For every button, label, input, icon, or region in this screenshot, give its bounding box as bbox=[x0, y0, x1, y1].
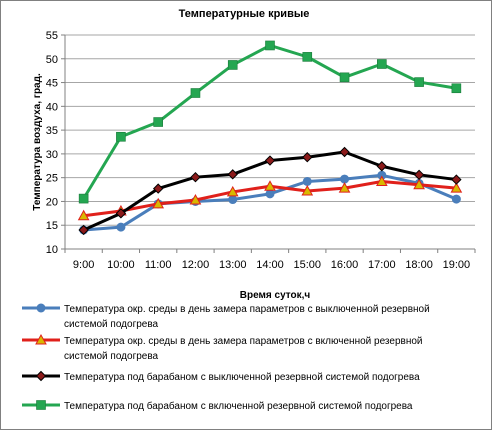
x-tick-label: 18:00 bbox=[405, 259, 433, 271]
data-point bbox=[338, 182, 351, 193]
y-tick-label: 55 bbox=[46, 30, 58, 42]
data-point bbox=[413, 169, 425, 181]
data-point bbox=[451, 194, 461, 204]
data-point bbox=[451, 83, 462, 94]
x-tick-label: 12:00 bbox=[182, 259, 210, 271]
y-axis-label: Температура воздуха, град. bbox=[32, 73, 43, 211]
legend-label: Температура под барабаном с включенной р… bbox=[64, 400, 413, 412]
series-3 bbox=[78, 146, 462, 236]
data-point bbox=[339, 146, 350, 158]
data-point bbox=[302, 176, 312, 186]
data-point bbox=[450, 182, 463, 193]
y-tick-label: 25 bbox=[46, 173, 58, 185]
y-tick-label: 50 bbox=[46, 54, 58, 66]
data-point bbox=[77, 209, 90, 221]
data-point bbox=[451, 174, 462, 185]
data-point bbox=[301, 184, 314, 196]
data-point bbox=[153, 117, 163, 127]
data-point bbox=[228, 195, 238, 205]
y-tick-label: 35 bbox=[46, 125, 58, 137]
data-point bbox=[78, 224, 89, 236]
y-tick-label: 45 bbox=[46, 78, 58, 90]
data-point bbox=[115, 208, 127, 219]
y-tick-label: 40 bbox=[46, 101, 58, 113]
y-tick-label: 10 bbox=[46, 244, 58, 256]
x-tick-label: 9:00 bbox=[73, 259, 94, 271]
x-tick-label: 17:00 bbox=[368, 259, 396, 271]
data-point bbox=[227, 60, 238, 70]
x-tick-label: 14:00 bbox=[256, 259, 284, 271]
series-4 bbox=[78, 40, 462, 204]
data-point bbox=[152, 197, 165, 209]
legend-label: Температура окр. среды в день замера пар… bbox=[64, 304, 430, 315]
data-point bbox=[190, 88, 201, 98]
data-point bbox=[264, 180, 276, 191]
data-point bbox=[377, 59, 387, 69]
x-tick-label: 16:00 bbox=[331, 259, 359, 271]
legend-entry: Температура под барабаном с выключенной … bbox=[22, 370, 420, 383]
data-point bbox=[227, 169, 238, 180]
data-point bbox=[189, 193, 202, 205]
data-point bbox=[302, 52, 313, 62]
data-point bbox=[78, 193, 89, 204]
legend-swatch-marker bbox=[35, 333, 47, 345]
data-point bbox=[375, 175, 388, 186]
x-tick-label: 10:00 bbox=[107, 259, 135, 271]
axes: 10 15 20 25 30 35 40 45 50 55 9:00 10:00 11:00 12:00 1… bbox=[46, 30, 476, 271]
data-point bbox=[339, 72, 350, 83]
legend-label: системой подогрева bbox=[64, 351, 159, 362]
data-point bbox=[116, 131, 126, 142]
legend-swatch-marker bbox=[36, 400, 46, 410]
data-point bbox=[190, 171, 201, 183]
x-tick-label: 15:00 bbox=[294, 259, 322, 271]
legend: Температура окр. среды в день замера пар… bbox=[22, 303, 430, 412]
legend-entry: Температура под барабаном с включенной р… bbox=[22, 400, 413, 412]
data-point bbox=[116, 222, 126, 232]
data-point bbox=[302, 152, 313, 163]
legend-label: Температура окр. среды в день замера пар… bbox=[64, 336, 423, 347]
x-tick-label: 11:00 bbox=[145, 259, 172, 271]
grid-lines bbox=[65, 34, 475, 250]
legend-label: системой подогрева bbox=[64, 319, 159, 330]
chart-title: Температурные кривые bbox=[179, 8, 310, 20]
y-tick-label: 30 bbox=[46, 149, 58, 161]
data-point bbox=[413, 178, 425, 190]
x-tick-label: 13:00 bbox=[219, 259, 247, 271]
data-point bbox=[226, 185, 239, 197]
data-point bbox=[376, 161, 388, 172]
data-point bbox=[264, 155, 276, 166]
data-point bbox=[414, 77, 424, 87]
legend-swatch-marker bbox=[35, 370, 47, 382]
data-point bbox=[265, 40, 275, 51]
y-tick-label: 15 bbox=[46, 220, 58, 232]
legend-entry: Температура окр. среды в день замера пар… bbox=[22, 303, 430, 330]
data-point bbox=[340, 174, 350, 184]
data-point bbox=[265, 189, 275, 199]
data-point bbox=[377, 170, 387, 180]
series-lines bbox=[77, 40, 463, 236]
data-point bbox=[152, 183, 164, 194]
legend-entry: Температура окр. среды в день замера пар… bbox=[22, 333, 423, 362]
x-tick-label: 19:00 bbox=[443, 259, 471, 271]
x-axis-label: Время суток,ч bbox=[240, 290, 311, 301]
legend-swatch-marker bbox=[36, 303, 46, 313]
y-tick-label: 20 bbox=[46, 196, 58, 208]
legend-label: Температура под барабаном с выключенной … bbox=[64, 371, 420, 383]
